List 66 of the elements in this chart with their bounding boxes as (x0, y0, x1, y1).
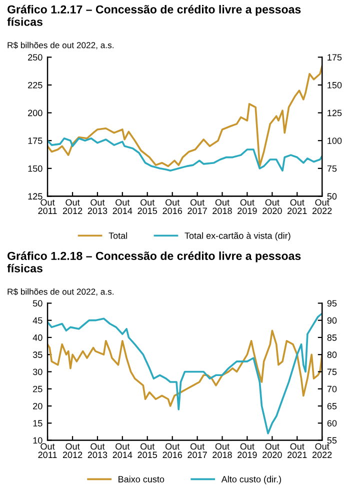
line-series (48, 312, 322, 434)
y2-tick-label: 150 (328, 82, 342, 88)
chart-title: Gráfico 1.2.18 – Concessão de crédito livre a pessoas físicas (7, 251, 301, 272)
x-tick-label: Out 2012 (62, 199, 82, 214)
x-tick-label: Out 2018 (212, 443, 232, 458)
y2-tick-label: 90 (327, 317, 337, 324)
x-tick-label: Out 2019 (238, 443, 257, 458)
x-tick-label: Out 2016 (162, 443, 182, 458)
y2-tick-label: 75 (327, 165, 337, 172)
y-tick-label: 35 (32, 352, 42, 358)
x-tick-label: Out 2017 (188, 443, 207, 458)
y2-tick-label: 175 (328, 54, 342, 61)
x-tick-label: Out 2020 (262, 443, 282, 458)
x-tick-label: Out 2011 (38, 443, 57, 458)
y-tick-label: 250 (28, 54, 42, 61)
y2-tick-label: 95 (327, 300, 337, 307)
chart-subtitle: R$ bilhões de out 2022, a.s. (8, 42, 114, 50)
x-tick-label: Out 2021 (288, 199, 307, 214)
x-tick-label: Out 2021 (288, 443, 307, 458)
x-tick-label: Out 2012 (62, 443, 82, 458)
y-tick-label: 175 (28, 138, 42, 144)
y2-tick-label: 50 (327, 193, 337, 200)
y2-tick-label: 55 (327, 437, 337, 444)
legend-label: Total ex-cartão à vista (dir) (184, 232, 290, 241)
y2-tick-label: 100 (328, 138, 342, 144)
legend-label: Baixo custo (118, 476, 164, 482)
line-series (48, 65, 322, 168)
line-series (48, 137, 322, 172)
chart-title: Gráfico 1.2.17 – Concessão de crédito livre a pessoas físicas (7, 4, 301, 26)
y-tick-label: 50 (32, 300, 42, 307)
y-tick-label: 45 (32, 317, 42, 324)
y2-tick-label: 125 (328, 110, 342, 116)
x-tick-label: Out 2019 (238, 199, 257, 214)
x-tick-label: Out 2022 (312, 199, 332, 214)
x-tick-label: Out 2016 (162, 199, 182, 214)
line-series (48, 330, 322, 407)
y2-tick-label: 60 (327, 420, 337, 426)
x-tick-label: Out 2014 (112, 199, 132, 214)
y2-tick-label: 85 (327, 334, 337, 341)
x-tick-label: Out 2022 (312, 443, 332, 458)
legend-label: Alto custo (dir.) (221, 476, 282, 484)
y-tick-label: 125 (28, 193, 42, 200)
y-tick-label: 10 (33, 437, 42, 444)
y-tick-label: 40 (32, 334, 42, 341)
x-tick-label: Out 2020 (262, 199, 282, 214)
x-tick-label: Out 2015 (138, 443, 158, 458)
y-tick-label: 200 (28, 110, 42, 116)
x-tick-label: Out 2017 (188, 199, 207, 214)
y2-tick-label: 70 (327, 386, 337, 392)
x-tick-label: Out 2011 (38, 199, 57, 214)
y-tick-label: 15 (33, 420, 42, 426)
x-tick-label: Out 2013 (88, 199, 108, 214)
y-tick-label: 150 (28, 165, 42, 172)
x-tick-label: Out 2015 (138, 199, 158, 214)
y-tick-label: 25 (33, 386, 42, 392)
x-tick-label: Out 2018 (212, 199, 232, 214)
legend-label: Total (108, 232, 128, 239)
x-tick-label: Out 2013 (88, 443, 108, 458)
y2-tick-label: 65 (327, 402, 337, 410)
y2-tick-label: 80 (327, 352, 337, 358)
chart-subtitle: R$ bilhões de out 2022, a.s. (8, 288, 114, 296)
y-tick-label: 225 (28, 82, 42, 88)
y-tick-label: 20 (33, 402, 42, 410)
y-tick-label: 30 (32, 368, 42, 376)
y2-tick-label: 75 (327, 368, 337, 376)
x-tick-label: Out 2014 (112, 443, 132, 458)
